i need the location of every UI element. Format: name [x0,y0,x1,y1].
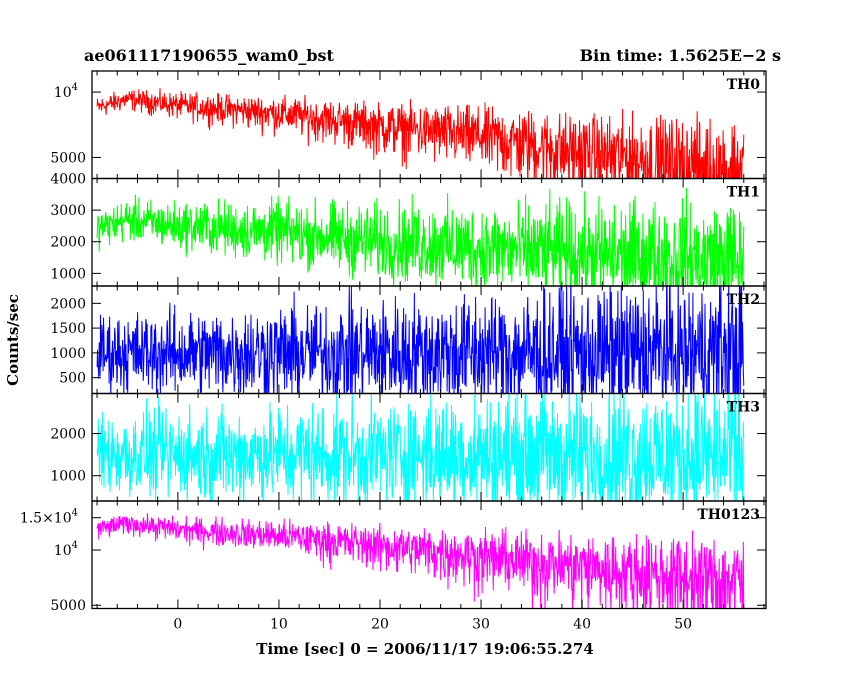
y-tick-label: 2000 [50,427,86,443]
y-tick-label: 2000 [50,235,86,251]
panel-label-th0123: TH0123 [697,507,760,523]
x-axis: 0 10 20 30 40 50 [173,617,692,633]
y-tick-label: 4000 [50,172,86,188]
x-tick-label: 30 [472,617,490,633]
chart-title: ae061117190655_wam0_bst [84,46,335,65]
y-axis-label: Counts/sec [4,294,22,386]
y-tick-label: 104 [54,82,78,101]
panel-label-th0: TH0 [727,77,761,93]
series-th0123 [96,513,745,609]
y-tick-label: 1500 [50,321,86,337]
y-tick-label: 500 [59,371,86,387]
panel-th0123: 1.5×104 104 5000 TH0123 [20,500,767,614]
y-tick-label: 3000 [50,203,86,219]
y-tick-label: 5000 [50,598,86,614]
series-th2 [96,286,745,394]
series-th1 [96,187,745,286]
x-tick-label: 40 [573,617,591,633]
series-th3 [96,393,745,501]
y-tick-label: 2000 [50,296,86,312]
y-tick-label: 1.5×104 [20,508,78,527]
y-tick-label: 104 [54,540,78,559]
y-tick-label: 1000 [50,266,86,282]
series-th0 [96,88,745,179]
panel-label-th3: TH3 [727,400,760,416]
panel-th3: 1000 2000 TH3 [50,392,767,502]
panels: 104 5000 TH0 1000 2000 3000 4000 TH1 500 1000 1500… [20,70,767,614]
y-tick-label: 1000 [50,469,86,485]
panel-label-th1: TH1 [727,185,760,201]
panel-label-th2: TH2 [727,292,760,308]
x-tick-label: 10 [270,617,288,633]
y-tick-label: 1000 [50,346,86,362]
y-tick-label: 5000 [50,150,86,166]
x-tick-label: 0 [173,617,182,633]
x-tick-label: 50 [674,617,692,633]
x-tick-label: 20 [371,617,389,633]
x-axis-label: Time [sec] 0 = 2006/11/17 19:06:55.274 [256,640,593,658]
bin-time-label: Bin time: 1.5625E−2 s [580,46,781,65]
panel-frame [91,500,767,610]
panel-th0: 104 5000 TH0 [50,70,767,180]
panel-th1: 1000 2000 3000 4000 TH1 [50,172,767,287]
